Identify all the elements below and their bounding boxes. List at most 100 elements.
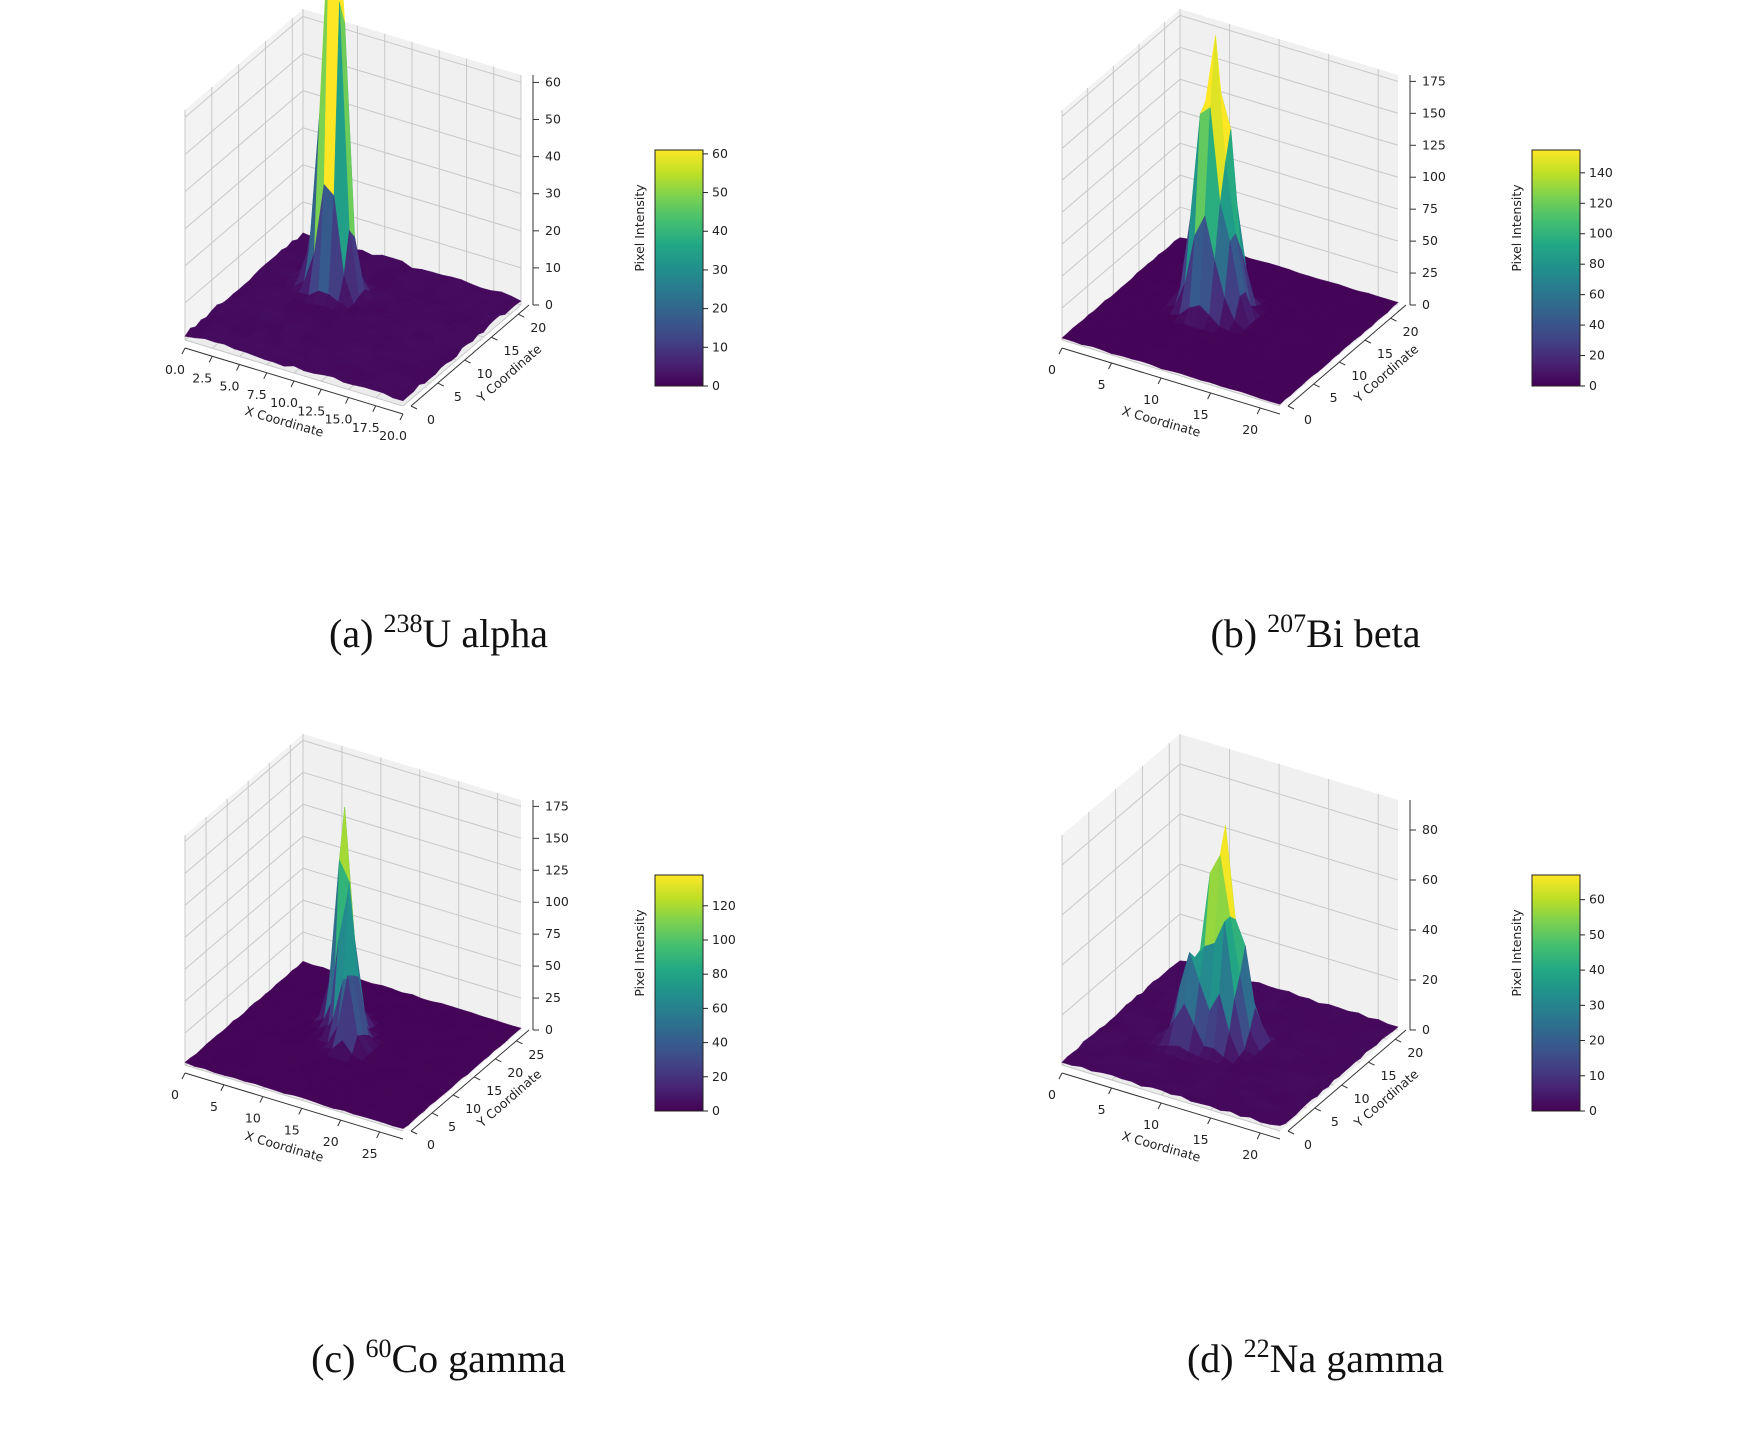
x-tick-label: 12.5 (297, 403, 325, 418)
z-tick-label: 100 (545, 894, 569, 909)
caption-prefix: (b) (1210, 611, 1268, 656)
z-tick-label: 25 (545, 990, 561, 1005)
x-tick-label: 0 (171, 1087, 179, 1102)
surface-facet (392, 393, 410, 402)
surface (1061, 35, 1399, 405)
colorbar-label: Pixel Intensity (632, 909, 647, 997)
z-tick-label: 75 (545, 926, 561, 941)
colorbar-tick-label: 20 (1589, 348, 1605, 363)
z-gridline (1061, 206, 1181, 309)
x-tick-label: 5 (1098, 377, 1106, 392)
x-tick (208, 356, 213, 363)
x-tick (337, 1119, 342, 1127)
z-gridline (302, 739, 522, 807)
radiation-type: alpha (451, 611, 548, 656)
isotope-mass: 22 (1243, 1334, 1270, 1363)
y-tick (1287, 405, 1295, 410)
y-tick-label: 10 (1354, 1091, 1370, 1106)
y-axis-line (1287, 1029, 1407, 1132)
y-tick (1287, 1130, 1295, 1135)
y-tick-label: 15 (1381, 1068, 1397, 1083)
x-tick (1256, 407, 1261, 415)
colorbar-tick-label: 50 (712, 185, 728, 200)
z-tick-label: 20 (1422, 972, 1438, 987)
z-gridline (1061, 763, 1181, 866)
y-tick (516, 1040, 523, 1045)
z-gridline (184, 127, 304, 230)
x-gridline (402, 304, 522, 407)
y-gridline (1061, 1064, 1281, 1132)
y-tick (491, 336, 498, 341)
x-tick (1157, 377, 1162, 385)
x-tick (220, 1084, 225, 1092)
z-tick-label: 80 (1422, 822, 1438, 837)
y-tick (495, 1058, 502, 1063)
y-tick (410, 405, 418, 410)
z-tick-label: 0 (1422, 1022, 1430, 1037)
z-tick-label: 125 (1422, 137, 1446, 152)
colorbar-tick-label: 100 (1589, 226, 1613, 241)
z-gridline (302, 771, 522, 839)
radiation-type: beta (1343, 611, 1421, 656)
colorbar-tick-label: 60 (1589, 892, 1605, 907)
x-tick (372, 405, 377, 412)
y-tick-label: 25 (528, 1047, 544, 1062)
colorbar-tick-label: 20 (1589, 1033, 1605, 1048)
x-tick-label: 15 (284, 1122, 300, 1137)
colorbar-tick-label: 60 (712, 1000, 728, 1015)
colorbar-label: Pixel Intensity (1509, 909, 1524, 997)
caption-prefix: (a) (329, 611, 384, 656)
y-gridline (184, 339, 404, 407)
x-tick (399, 413, 404, 421)
colorbar-tick-label: 100 (712, 932, 736, 947)
y-tick-label: 20 (1407, 1045, 1423, 1060)
caption-d: (d) 22Na gamma (877, 1335, 1754, 1382)
y-tick (437, 382, 445, 387)
colorbar (654, 149, 704, 387)
y-axis-line (1287, 304, 1407, 407)
colorbar (1531, 874, 1581, 1112)
x-tick-label: 17.5 (352, 420, 380, 435)
x-tick (1058, 347, 1063, 355)
x-axis-label: X Coordinate (1120, 403, 1202, 440)
z-tick-label: 150 (1422, 105, 1446, 120)
y-gridline (184, 1064, 404, 1132)
y-tick (1395, 1038, 1402, 1043)
surface-facet (392, 1120, 410, 1129)
colorbar (654, 874, 704, 1112)
x-tick-label: 20 (323, 1134, 339, 1149)
x-axis-line (184, 1072, 404, 1140)
surface-facet (1269, 396, 1287, 405)
colorbar-tick-label: 0 (712, 1103, 720, 1118)
x-tick-label: 10.0 (270, 395, 298, 410)
colorbar-tick-label: 20 (712, 301, 728, 316)
colorbar-tick-label: 40 (1589, 317, 1605, 332)
y-tick-label: 15 (486, 1083, 502, 1098)
surface-facet (1269, 1118, 1287, 1126)
x-axis-line (1061, 1072, 1281, 1140)
y-tick-label: 10 (465, 1101, 481, 1116)
element-symbol: U (422, 611, 452, 656)
z-gridline (1179, 763, 1399, 831)
y-tick (1364, 339, 1372, 344)
y-tick-label: 15 (1377, 346, 1393, 361)
y-tick (1341, 1084, 1348, 1089)
z-gridline (1061, 110, 1181, 213)
x-tick-label: 20 (1242, 422, 1258, 437)
surface-plot-a: 0.0 2.5 5.0 7.510.012.515.017.520.0 0 5 10 15 20… (165, 0, 728, 443)
caption-b: (b) 207Bi beta (877, 610, 1754, 657)
x-tick-label: 2.5 (192, 370, 212, 385)
y-tick (1339, 361, 1346, 366)
x-tick (263, 372, 268, 379)
z-tick-label: 60 (545, 74, 561, 89)
panel-a: 0.0 2.5 5.0 7.5 10.0 12.5 15.0 17.5 20.0 0 5 10 15 20… (0, 0, 877, 700)
z-gridline (184, 201, 304, 304)
z-gridline (1061, 863, 1181, 966)
caption-c: (c) 60Co gamma (0, 1335, 877, 1382)
y-tick-label: 20 (530, 320, 546, 335)
x-tick-label: 10 (245, 1111, 261, 1126)
z-tick-label: 50 (545, 112, 561, 127)
x-tick-label: 25 (362, 1146, 378, 1161)
x-tick-label: 15.0 (325, 412, 353, 427)
panel-c: 0 5 10 15 20 25 0 5 10 15 20 25 0 25 50 75 100 125 150 175 X… (0, 725, 877, 1425)
